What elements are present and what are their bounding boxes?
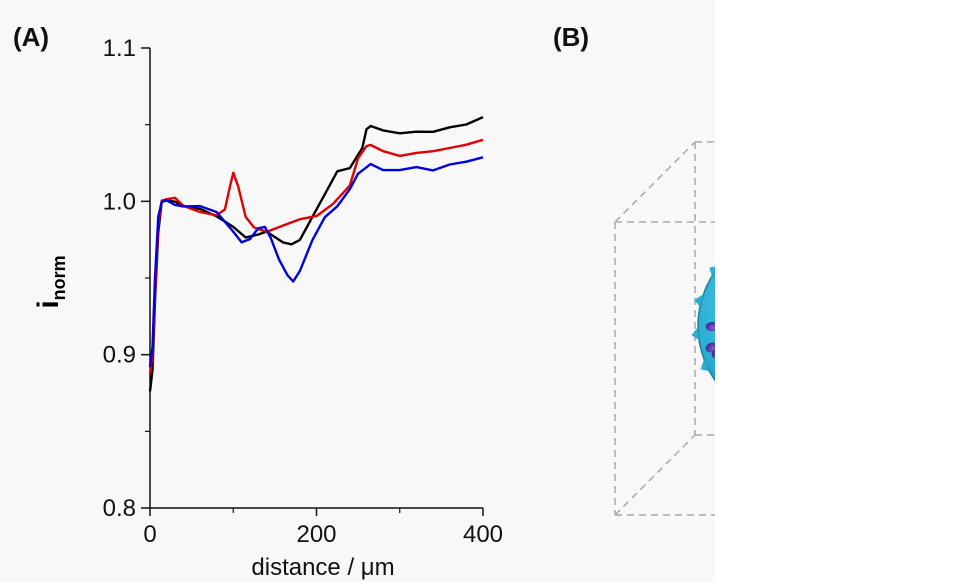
panel-b-label: (B) (553, 22, 589, 52)
series-line-1 (148, 116, 484, 392)
line-chart: (A) 0.8 0.9 1.0 1.1 0 200 400 distance / μm in… (13, 22, 978, 581)
edge-bl (614, 434, 696, 516)
y-tick-label: 0.8 (103, 495, 136, 522)
x-axis-label: distance / μm (251, 554, 394, 581)
x-tick-label: 400 (463, 521, 503, 548)
panel-a-label: (A) (13, 22, 49, 52)
axes: 0.8 0.9 1.0 1.1 0 200 400 (103, 35, 503, 548)
series-line-3 (148, 156, 484, 368)
sphere-spike (691, 326, 700, 341)
schematic-diagram (715, 0, 979, 582)
y-axis-label-main: i (32, 300, 65, 308)
svg-text:inorm: inorm (32, 255, 69, 308)
y-axis-label-sub: norm (49, 255, 69, 300)
panel-a-chart: (A) 0.8 0.9 1.0 1.1 0 200 400 distance / μm in… (13, 22, 978, 581)
y-tick-label: 1.1 (103, 35, 136, 62)
x-tick-label: 200 (296, 521, 336, 548)
series-line-2 (148, 138, 484, 375)
sphere-spike (700, 359, 710, 372)
panel-b-schematic (715, 0, 979, 582)
y-tick-label: 1.0 (103, 188, 136, 215)
edge-tl (614, 141, 696, 223)
sphere-spike (694, 294, 704, 308)
y-tick-label: 0.9 (103, 342, 136, 369)
series-layer (148, 116, 484, 392)
x-tick-label: 0 (143, 521, 156, 548)
y-axis-label: inorm (32, 255, 69, 308)
